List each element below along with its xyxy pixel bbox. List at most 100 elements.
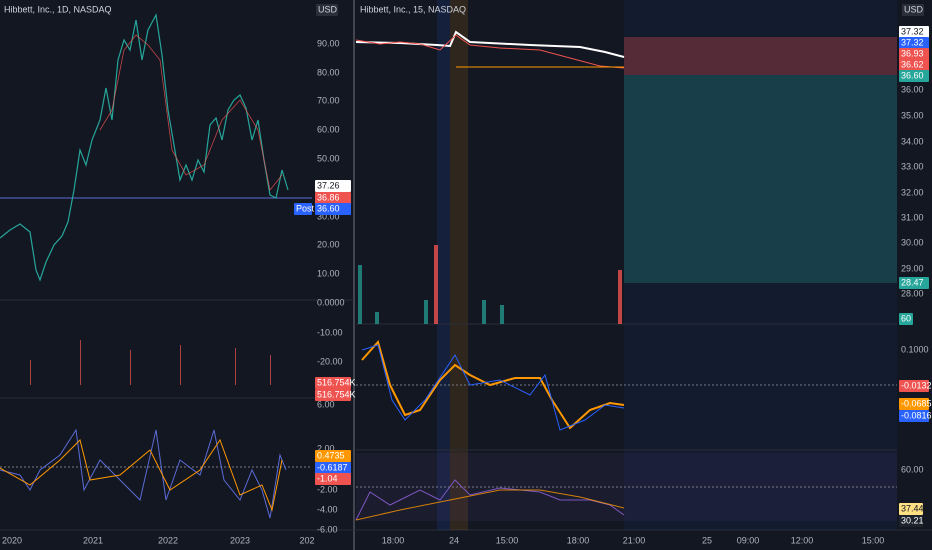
price-label: 36.93 bbox=[901, 48, 924, 58]
target-zone bbox=[624, 75, 897, 283]
volume-bar bbox=[375, 312, 379, 324]
price-label: 36.60 bbox=[901, 70, 924, 80]
price-axis-label: 90.00 bbox=[317, 38, 340, 48]
macd-line bbox=[361, 344, 625, 431]
price-axis-label: 70.00 bbox=[317, 95, 340, 105]
price-axis-label: 10.00 bbox=[317, 268, 340, 278]
volume-label: 516.754K bbox=[317, 389, 356, 399]
macd-signal bbox=[361, 339, 625, 430]
currency: USD bbox=[318, 4, 338, 14]
volume-bar bbox=[424, 300, 428, 324]
price-axis-label: 28.00 bbox=[901, 288, 924, 298]
volume-bars bbox=[30, 340, 271, 385]
price-label-background bbox=[899, 59, 929, 71]
price-label-background bbox=[899, 70, 929, 82]
stop-zone bbox=[624, 37, 897, 75]
pane-title: Hibbett, Inc., 1D, NASDAQ bbox=[4, 4, 112, 14]
post-label-background bbox=[294, 203, 312, 215]
price-axis-label: 29.00 bbox=[901, 263, 924, 273]
volume-bar bbox=[235, 348, 236, 385]
price-label: 37.26 bbox=[317, 180, 340, 190]
osc-line-2 bbox=[0, 438, 283, 512]
osc-axis-label: -6.00 bbox=[317, 524, 338, 534]
volume-bar bbox=[80, 340, 81, 385]
time-label: 2023 bbox=[230, 535, 250, 545]
price-label-background bbox=[315, 203, 351, 215]
time-label: 18:00 bbox=[382, 535, 405, 545]
price-axis-label: 80.00 bbox=[317, 67, 340, 77]
time-label: 18:00 bbox=[567, 535, 590, 545]
macd-axis-label: 0.1000 bbox=[901, 344, 929, 354]
price-axis-label: 50.00 bbox=[317, 153, 340, 163]
volume-bar bbox=[358, 265, 362, 324]
target-label-background bbox=[899, 277, 929, 289]
price-axis-label: 34.00 bbox=[901, 136, 924, 146]
time-label: 202 bbox=[299, 535, 314, 545]
price-label: 37.32 bbox=[901, 26, 924, 36]
time-label: 24 bbox=[449, 535, 459, 545]
volume-bar bbox=[180, 345, 181, 385]
time-label: 2021 bbox=[83, 535, 103, 545]
rsi-band bbox=[356, 453, 897, 521]
price-label-background bbox=[899, 48, 929, 60]
osc-line bbox=[0, 428, 287, 519]
time-label: 21:00 bbox=[623, 535, 646, 545]
osc-label-background bbox=[315, 450, 351, 462]
time-label: 12:00 bbox=[791, 535, 814, 545]
osc-axis-label: -4.00 bbox=[317, 504, 338, 514]
rsi-label-background bbox=[899, 515, 923, 527]
volume-label: 516.754K bbox=[317, 377, 356, 387]
price-line bbox=[0, 13, 289, 282]
rsi-label: 30.21 bbox=[901, 515, 924, 525]
price-label: 36.86 bbox=[317, 192, 340, 202]
price-axis-label: 20.00 bbox=[317, 239, 340, 249]
time-label: 15:00 bbox=[496, 535, 519, 545]
currency: USD bbox=[904, 4, 924, 14]
price-label: 36.60 bbox=[317, 203, 340, 213]
macd-label: -0.0816 bbox=[901, 410, 932, 420]
target-label: 28.47 bbox=[901, 277, 924, 287]
volume-bar bbox=[30, 360, 31, 385]
volume-bar bbox=[482, 300, 486, 324]
osc-axis-label: -2.00 bbox=[317, 484, 338, 494]
volume-bar bbox=[618, 270, 622, 324]
price-label: 36.62 bbox=[901, 59, 924, 69]
macd-label: -0.0685 bbox=[901, 398, 932, 408]
macd-label-background bbox=[899, 398, 929, 410]
price-axis-label: 35.00 bbox=[901, 110, 924, 120]
time-label: 2022 bbox=[158, 535, 178, 545]
price-label-background bbox=[899, 37, 929, 49]
volume-bar bbox=[434, 245, 438, 324]
post-label: Post bbox=[296, 203, 315, 213]
osc-label: -1.04 bbox=[317, 473, 338, 483]
price-axis-label: 36.00 bbox=[901, 84, 924, 94]
price-axis-label: 32.00 bbox=[901, 187, 924, 197]
volume-label-background bbox=[315, 377, 351, 389]
currency-background bbox=[316, 4, 338, 16]
osc-label: 0.4735 bbox=[317, 450, 345, 460]
rsi-label-background bbox=[899, 503, 923, 515]
time-label: 15:00 bbox=[862, 535, 885, 545]
volume-bar bbox=[130, 350, 131, 385]
rsi-ma bbox=[355, 489, 625, 521]
osc-label-background bbox=[315, 462, 351, 474]
price-label-background bbox=[899, 26, 929, 38]
volume-label: 60 bbox=[901, 313, 911, 323]
time-label: 2020 bbox=[2, 535, 22, 545]
volume-label-background bbox=[315, 389, 351, 401]
price-label-background bbox=[315, 180, 351, 192]
volume-bar bbox=[270, 355, 271, 385]
price-axis-label: 30.00 bbox=[317, 211, 340, 221]
session-band bbox=[437, 0, 450, 530]
pane-title: Hibbett, Inc., 15, NASDAQ bbox=[360, 4, 466, 14]
time-label: 25 bbox=[702, 535, 712, 545]
price-label-background bbox=[315, 192, 351, 204]
price-axis-label: 0.0000 bbox=[317, 297, 345, 307]
macd-label-background bbox=[899, 410, 929, 422]
osc-axis-label: 2.00 bbox=[317, 443, 335, 453]
price-axis-label: 30.00 bbox=[901, 237, 924, 247]
price-axis-label: -10.00 bbox=[317, 327, 343, 337]
